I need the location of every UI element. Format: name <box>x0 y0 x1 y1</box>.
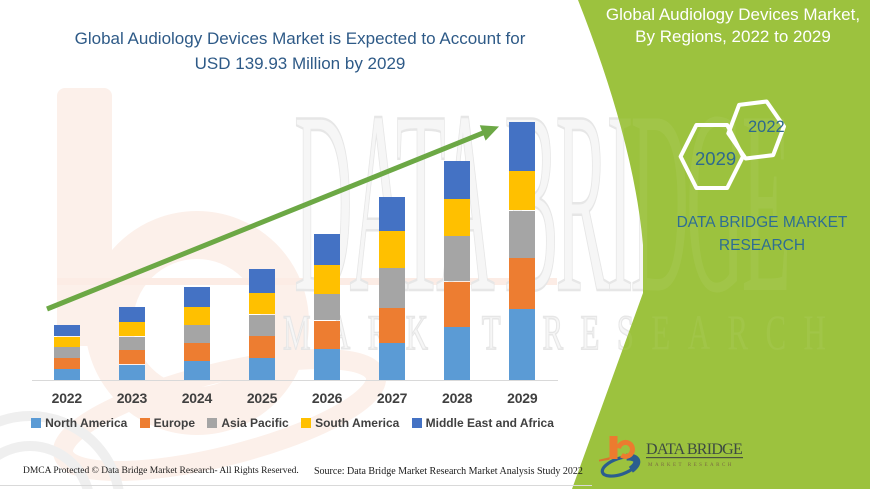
svg-text:DATA BRIDGE: DATA BRIDGE <box>646 441 743 458</box>
svg-text:DATA BRIDGE: DATA BRIDGE <box>294 56 788 346</box>
svg-text:MARKET RESEARCH: MARKET RESEARCH <box>648 463 734 468</box>
svg-text:MARKET RESEARCH: MARKET RESEARCH <box>283 305 843 360</box>
